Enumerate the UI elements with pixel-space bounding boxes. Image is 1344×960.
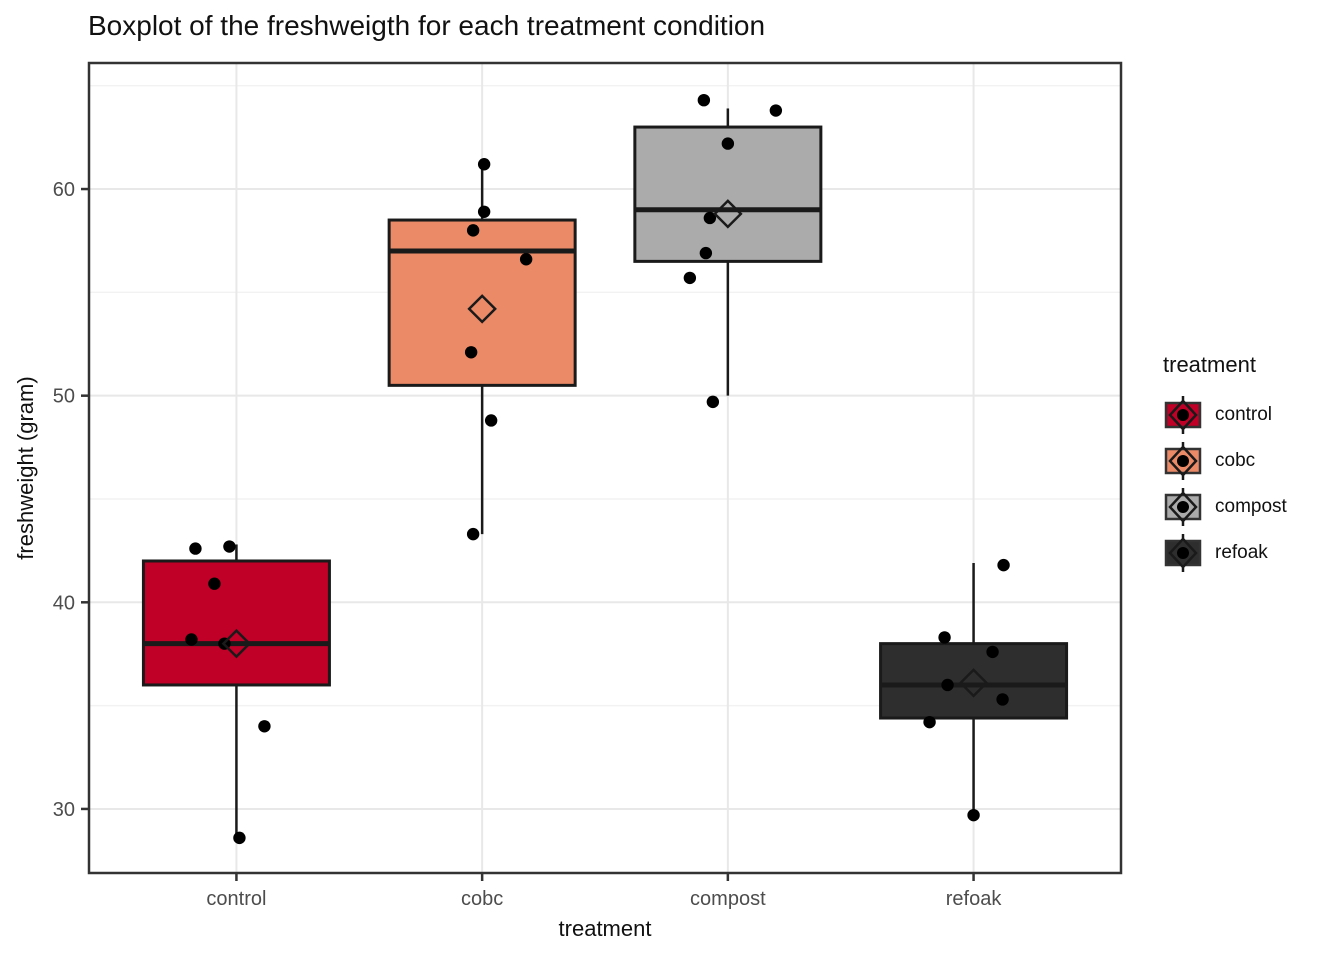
legend-key-refoak-icon bbox=[1164, 534, 1202, 572]
jitter-point-cobc bbox=[519, 253, 533, 266]
jitter-point-compost bbox=[721, 137, 735, 150]
jitter-point-control bbox=[223, 540, 236, 553]
jitter-point-control bbox=[208, 577, 221, 590]
box-cobc bbox=[387, 218, 577, 387]
jitter-point-cobc bbox=[477, 158, 491, 171]
y-tick-label-50: 50 bbox=[53, 386, 75, 408]
x-tick-label-compost: compost bbox=[690, 888, 766, 910]
jitter-point-compost bbox=[703, 211, 717, 225]
legend-item-label: cobc bbox=[1215, 450, 1256, 471]
y-tick-label-30: 30 bbox=[53, 799, 75, 821]
jitter-point-control bbox=[258, 720, 271, 733]
chart-title: Boxplot of the freshweigth for each trea… bbox=[88, 10, 766, 41]
x-tick-label-refoak: refoak bbox=[946, 888, 1003, 910]
legend-item-refoak: refoak bbox=[1163, 530, 1287, 576]
mean-diamond-compost bbox=[713, 199, 743, 229]
panel-border bbox=[87, 61, 1123, 875]
jitter-point-refoak bbox=[938, 631, 951, 644]
jitter-point-refoak bbox=[997, 558, 1010, 572]
jitter-point-refoak bbox=[996, 693, 1009, 706]
jitter-point-control bbox=[189, 542, 202, 555]
legend: treatment control cobc compost refoak bbox=[1163, 352, 1287, 576]
jitter-point-cobc bbox=[466, 527, 480, 541]
legend-item-label: control bbox=[1215, 404, 1273, 425]
jitter-point-compost bbox=[683, 271, 697, 285]
legend-key-compost-icon bbox=[1164, 488, 1202, 526]
legend-item-compost: compost bbox=[1163, 484, 1287, 530]
legend-item-label: refoak bbox=[1215, 542, 1268, 563]
jitter-point-refoak bbox=[986, 645, 999, 659]
legend-items: control cobc compost refoak bbox=[1163, 392, 1287, 576]
jitter-point-compost bbox=[697, 93, 711, 107]
jitter-point-compost bbox=[706, 395, 720, 409]
jitter-point-cobc bbox=[484, 414, 498, 427]
jitter-point-cobc bbox=[466, 224, 480, 237]
mean-diamond-cobc bbox=[467, 294, 497, 324]
jitter-point-cobc bbox=[477, 205, 491, 218]
y-axis-title: freshweight (gram) bbox=[13, 376, 38, 560]
x-tick-label-cobc: cobc bbox=[461, 888, 503, 910]
jitter-point-compost bbox=[699, 246, 713, 260]
box-control bbox=[141, 559, 331, 687]
jitter-point-compost bbox=[769, 104, 783, 117]
mean-diamond-control bbox=[221, 628, 252, 659]
jitter-point-refoak bbox=[923, 715, 936, 729]
x-axis-title: treatment bbox=[558, 916, 652, 941]
mean-diamond-refoak bbox=[958, 668, 989, 698]
legend-title: treatment bbox=[1163, 352, 1256, 377]
box-refoak bbox=[879, 642, 1069, 720]
x-tick-label-control: control bbox=[206, 888, 266, 910]
legend-item-cobc: cobc bbox=[1163, 438, 1287, 484]
legend-key-control-icon bbox=[1164, 396, 1202, 434]
y-tick-label-40: 40 bbox=[53, 592, 75, 614]
legend-key-cobc-icon bbox=[1164, 442, 1202, 480]
jitter-point-refoak bbox=[967, 808, 980, 822]
jitter-point-control bbox=[185, 633, 198, 646]
y-tick-label-60: 60 bbox=[53, 179, 75, 201]
legend-item-control: control bbox=[1163, 392, 1287, 438]
jitter-point-refoak bbox=[941, 678, 954, 692]
jitter-point-cobc bbox=[464, 346, 478, 359]
legend-item-label: compost bbox=[1215, 496, 1287, 517]
jitter-point-control bbox=[233, 831, 246, 845]
